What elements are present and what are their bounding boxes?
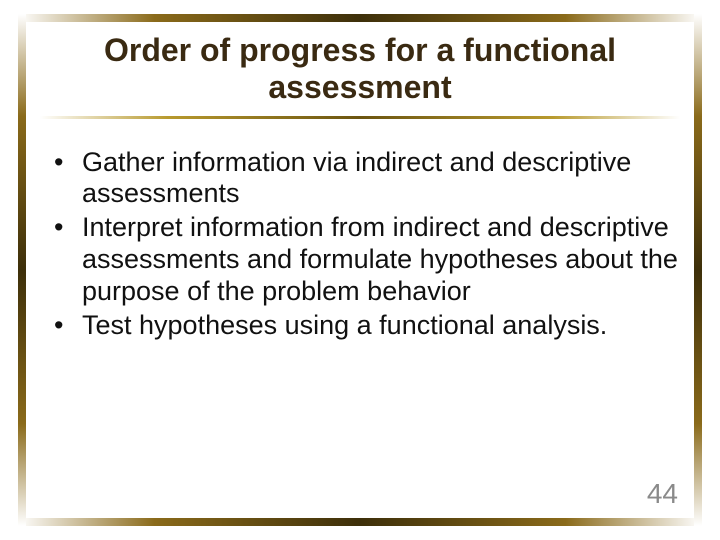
frame-edge-bottom: [18, 518, 702, 526]
page-number: 44: [647, 478, 678, 510]
title-underline: [40, 116, 680, 119]
bullet-list: Gather information via indirect and desc…: [34, 147, 686, 344]
slide-content: Order of progress for a functional asses…: [34, 28, 686, 512]
frame-edge-left: [18, 14, 26, 526]
bullet-item: Gather information via indirect and desc…: [54, 147, 686, 211]
frame-edge-right: [694, 14, 702, 526]
frame-edge-top: [18, 14, 702, 22]
bullet-item: Test hypotheses using a functional analy…: [54, 310, 686, 342]
slide: Order of progress for a functional asses…: [0, 0, 720, 540]
slide-title: Order of progress for a functional asses…: [34, 28, 686, 114]
bullet-item: Interpret information from indirect and …: [54, 212, 686, 308]
